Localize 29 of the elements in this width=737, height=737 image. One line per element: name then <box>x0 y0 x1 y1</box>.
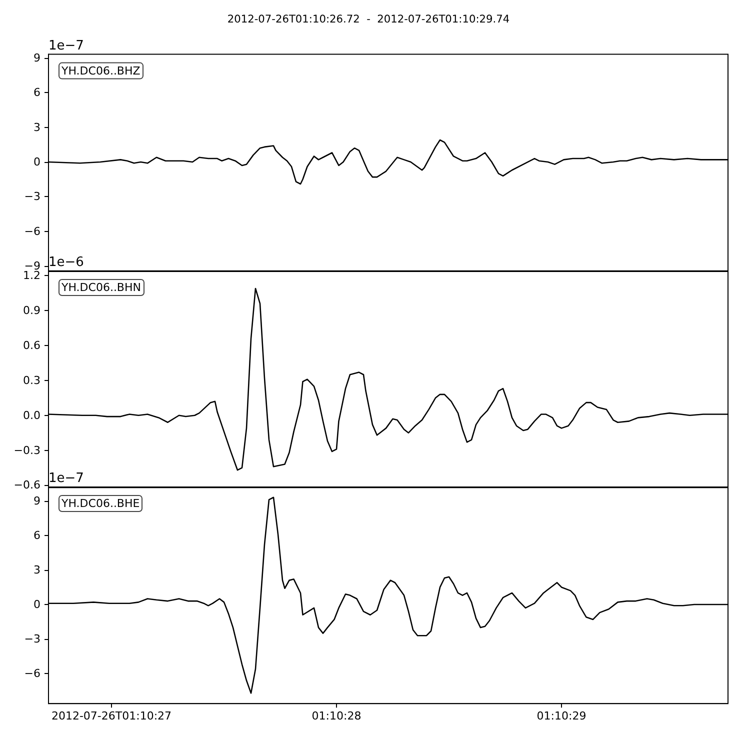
y-tick-label: 0.9 <box>23 304 40 317</box>
y-tick-label: 6 <box>34 529 40 542</box>
y-tick-label: −0.6 <box>14 478 40 492</box>
y-tick-label: 9 <box>34 51 40 64</box>
y-axis-title: 1e−6 <box>48 254 84 270</box>
annotation: YH.DC06..BHE <box>60 497 140 510</box>
y-tick-label: 1.2 <box>23 269 40 282</box>
y-tick-label: −6 <box>24 224 40 238</box>
y-tick-label: 9 <box>34 494 40 508</box>
y-tick-label: 0 <box>34 156 40 169</box>
chart-title: 2012-07-26T01:10:26.72 - 2012-07-26T01:10:29.74 <box>227 14 510 26</box>
y-tick-label: 0.3 <box>23 374 40 387</box>
y-tick-label: 6 <box>34 86 40 100</box>
x-tick-label: 01:10:28 <box>312 710 362 723</box>
y-tick-label: −3 <box>24 632 40 646</box>
annotation: YH.DC06..BHZ <box>60 64 141 78</box>
y-tick-label: 0 <box>34 598 40 612</box>
y-tick-label: 3 <box>34 564 40 577</box>
y-tick-label: −0.3 <box>14 444 40 457</box>
annotation: YH.DC06..BHN <box>60 280 141 294</box>
y-axis-title: 1e−7 <box>48 471 84 486</box>
y-tick-label: −3 <box>24 190 40 204</box>
y-tick-label: −6 <box>24 668 40 681</box>
x-tick-label: 01:10:29 <box>536 710 586 723</box>
y-tick-label: 0.0 <box>23 408 40 422</box>
y-tick-label: 3 <box>34 120 40 134</box>
x-tick-label: 2012-07-26T01:10:27 <box>51 710 172 723</box>
y-axis-title: 1e−7 <box>48 38 84 54</box>
y-tick-label: 0.6 <box>23 338 40 352</box>
